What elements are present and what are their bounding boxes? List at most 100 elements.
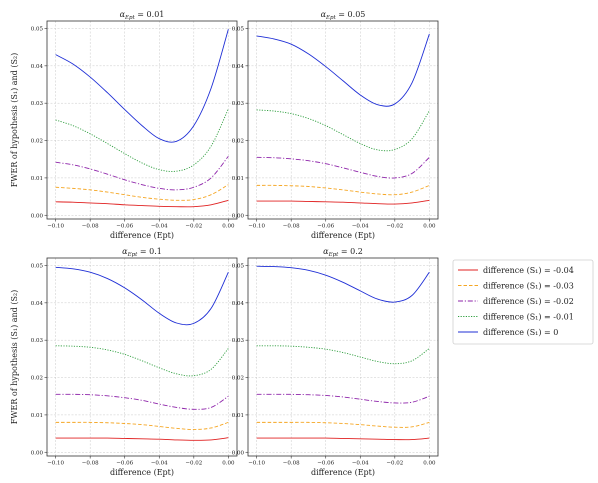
panels: −0.10 −0.08 −0.06 −0.04 −0.02 0.00 0.00 0.01 0.0…: [31, 10, 439, 477]
series-line-1: [256, 199, 430, 205]
y-tick-label: 0.01: [31, 413, 43, 419]
plot-area: [47, 21, 237, 219]
legend-label: difference (S₁) = -0.02: [483, 297, 574, 306]
series-line-2: [55, 421, 229, 430]
x-axis-label: difference (Ept): [311, 468, 375, 477]
series-line-4: [256, 345, 430, 365]
y-tick-label: 0.02: [232, 376, 244, 382]
series-line-1: [256, 437, 430, 441]
series-line-3: [256, 393, 430, 404]
x-tick-label: −0.08: [82, 224, 99, 230]
y-tick-label: 0.05: [31, 263, 44, 269]
x-tick-label: 0.00: [423, 461, 436, 467]
x-tick-label: −0.06: [317, 224, 334, 230]
panel-title: αEpt = 0.2: [323, 247, 363, 258]
x-tick-label: −0.02: [185, 224, 202, 230]
series-line-5: [256, 33, 430, 107]
panel-4: −0.10 −0.08 −0.06 −0.04 −0.02 0.00 0.00 0.01 0.0…: [232, 247, 439, 477]
y-tick-label: 0.05: [232, 263, 245, 269]
y-axis-label: FWER of hypothesis (S₁) and (S₂): [10, 53, 19, 188]
series-line-3: [55, 155, 229, 191]
plot-area: [47, 258, 237, 456]
y-tick-label: 0.03: [31, 101, 44, 107]
y-tick-label: 0.01: [31, 176, 43, 182]
panel-1: −0.10 −0.08 −0.06 −0.04 −0.02 0.00 0.00 0.01 0.0…: [31, 10, 238, 240]
y-tick-label: 0.00: [232, 213, 245, 219]
x-tick-label: −0.02: [386, 461, 403, 467]
series-line-5: [256, 265, 430, 303]
x-tick-label: 0.00: [423, 224, 436, 230]
series-line-5: [55, 266, 229, 326]
y-tick-label: 0.05: [232, 26, 245, 32]
legend: difference (S₁) = -0.04 difference (S₁) =…: [452, 259, 594, 345]
x-tick-label: 0.00: [222, 224, 235, 230]
y-axis-labels: FWER of hypothesis (S₁) and (S₂) FWER of …: [10, 53, 19, 425]
y-tick-label: 0.02: [31, 376, 43, 382]
y-tick-label: 0.00: [31, 450, 44, 456]
y-tick-label: 0.04: [31, 64, 44, 70]
legend-label: difference (S₁) = 0: [483, 328, 558, 337]
axes-frame: [247, 20, 439, 220]
y-tick-label: 0.02: [31, 139, 43, 145]
series-line-1: [55, 199, 229, 208]
series-line-4: [256, 109, 430, 152]
y-tick-label: 0.03: [232, 338, 245, 344]
plot-area: [248, 258, 438, 456]
axes-frame: [46, 20, 238, 220]
x-tick-label: −0.08: [283, 224, 300, 230]
x-tick-label: −0.04: [151, 461, 168, 467]
panel-title: αEpt = 0.1: [122, 247, 162, 258]
x-tick-label: −0.10: [47, 461, 64, 467]
y-tick-label: 0.01: [232, 413, 244, 419]
y-tick-label: 0.03: [31, 338, 44, 344]
x-tick-label: −0.04: [151, 224, 168, 230]
y-tick-label: 0.00: [232, 450, 245, 456]
panel-title: αEpt = 0.01: [120, 10, 165, 21]
legend-box: [452, 259, 594, 345]
y-tick-label: 0.05: [31, 26, 44, 32]
x-tick-label: −0.02: [185, 461, 202, 467]
x-tick-label: −0.10: [47, 224, 64, 230]
x-tick-label: −0.02: [386, 224, 403, 230]
y-tick-label: 0.02: [232, 139, 244, 145]
series-line-2: [256, 184, 430, 196]
panel-2: −0.10 −0.08 −0.06 −0.04 −0.02 0.00 0.00 0.01 0.0…: [232, 10, 439, 240]
x-tick-label: −0.08: [82, 461, 99, 467]
axes-frame: [46, 257, 238, 457]
x-tick-label: −0.10: [248, 461, 265, 467]
plot-area: [248, 21, 438, 219]
series-line-3: [256, 156, 430, 179]
series-line-4: [55, 108, 229, 172]
x-tick-label: −0.06: [116, 461, 133, 467]
legend-label: difference (S₁) = -0.04: [483, 266, 574, 275]
y-tick-label: 0.04: [232, 64, 245, 70]
x-tick-label: −0.08: [283, 461, 300, 467]
series-line-4: [55, 345, 229, 377]
y-tick-label: 0.03: [232, 101, 245, 107]
series-line-2: [55, 184, 229, 201]
x-tick-label: −0.06: [317, 461, 334, 467]
axes-frame: [247, 257, 439, 457]
y-axis-label: FWER of hypothesis (S₁) and (S₂): [10, 290, 19, 425]
y-tick-label: 0.01: [232, 176, 244, 182]
y-tick-label: 0.04: [31, 301, 44, 307]
series-line-1: [55, 437, 229, 441]
y-tick-label: 0.04: [232, 301, 245, 307]
x-tick-label: −0.04: [352, 461, 369, 467]
legend-label: difference (S₁) = -0.01: [483, 313, 574, 322]
series-line-2: [256, 421, 430, 428]
x-axis-label: difference (Ept): [311, 231, 375, 240]
x-tick-label: −0.04: [352, 224, 369, 230]
x-tick-label: −0.06: [116, 224, 133, 230]
y-tick-label: 0.00: [31, 213, 44, 219]
panel-3: −0.10 −0.08 −0.06 −0.04 −0.02 0.00 0.00 0.01 0.0…: [31, 247, 238, 477]
legend-label: difference (S₁) = -0.03: [483, 282, 574, 291]
x-tick-label: 0.00: [222, 461, 235, 467]
x-axis-label: difference (Ept): [110, 231, 174, 240]
series-line-5: [55, 29, 229, 143]
panel-title: αEpt = 0.05: [321, 10, 366, 21]
x-tick-label: −0.10: [248, 224, 265, 230]
series-line-3: [55, 393, 229, 410]
x-axis-label: difference (Ept): [110, 468, 174, 477]
